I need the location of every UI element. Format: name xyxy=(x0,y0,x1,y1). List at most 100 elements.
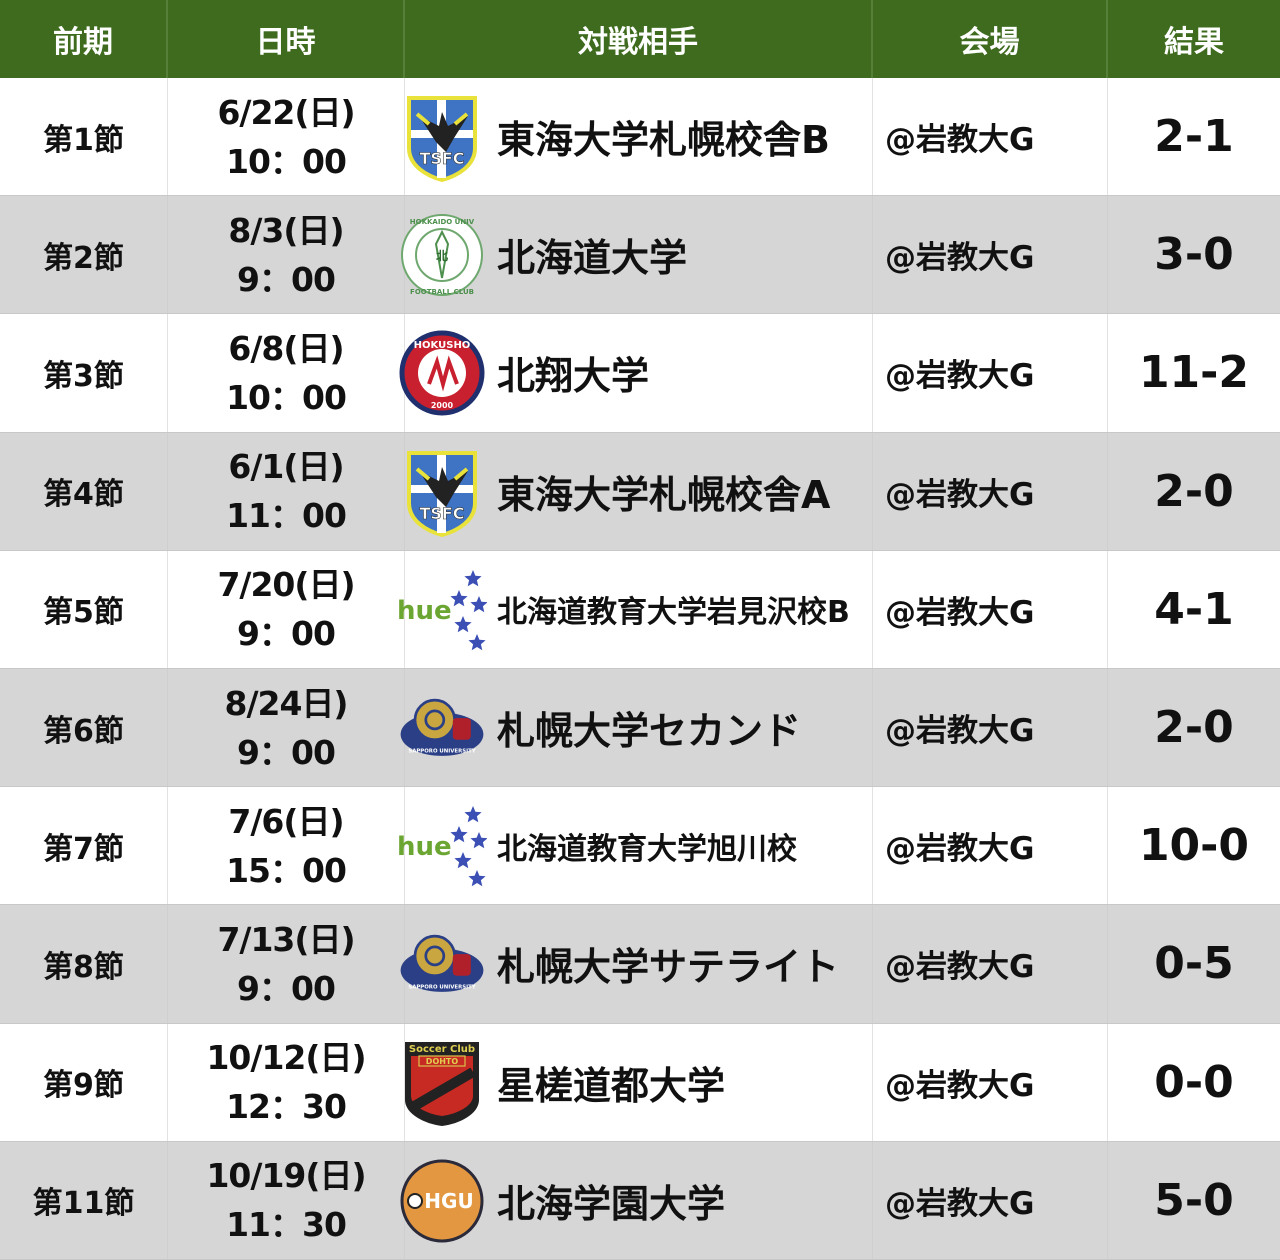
match-time: 10：00 xyxy=(226,141,347,181)
match-date: 8/3(日) xyxy=(228,210,344,250)
opponent-name: 北海学園大学 xyxy=(497,1181,726,1226)
opponent-name: 北海道大学 xyxy=(497,236,688,281)
round-cell: 第9節 xyxy=(0,1023,168,1141)
opponent-name: 東海大学札幌校舎B xyxy=(497,118,830,163)
venue-cell: @岩教大G xyxy=(873,1141,1108,1259)
match-table: 第1節 6/22(日) 10：00 TSFC 東海大学札幌校舎B @岩教大G 2… xyxy=(0,78,1280,1260)
venue-cell: @岩教大G xyxy=(873,668,1108,787)
round-cell: 第11節 xyxy=(0,1141,168,1259)
header-venue: 会場 xyxy=(873,0,1108,78)
opponent-cell: hue 北海道教育大学岩見沢校B xyxy=(397,550,873,668)
venue-cell: @岩教大G xyxy=(873,1023,1108,1141)
round-cell: 第6節 xyxy=(0,668,168,787)
round-cell: 第7節 xyxy=(0,787,168,905)
opponent-name: 札幌大学サテライト xyxy=(497,945,840,990)
svg-text:HOKKAIDO UNIV: HOKKAIDO UNIV xyxy=(410,218,475,226)
match-time: 11：30 xyxy=(226,1205,347,1245)
svg-text:Soccer Club: Soccer Club xyxy=(409,1044,475,1055)
match-time: 15：00 xyxy=(226,850,347,890)
svg-text:TSFC: TSFC xyxy=(419,504,464,523)
result-cell: 2-1 xyxy=(1154,111,1234,163)
hue-stars-logo-icon: hue xyxy=(397,801,487,891)
sapporo-ram-logo-icon: SAPPORO UNIVERSITY xyxy=(397,919,487,1009)
svg-text:SAPPORO UNIVERSITY: SAPPORO UNIVERSITY xyxy=(408,985,475,991)
table-row: 第9節 10/12(日) 12：30 Soccer Club DOHTO 星槎道都… xyxy=(0,1023,1280,1142)
datetime-cell: 10/12(日) 12：30 xyxy=(168,1023,405,1141)
opponent-name: 北海道教育大学旭川校 xyxy=(497,831,797,867)
svg-text:北: 北 xyxy=(436,248,448,263)
svg-text:2000: 2000 xyxy=(431,401,454,410)
venue-cell: @岩教大G xyxy=(873,550,1108,668)
opponent-name: 北翔大学 xyxy=(497,354,650,399)
round-cell: 第1節 xyxy=(0,78,168,196)
result-cell: 5-0 xyxy=(1154,1174,1234,1226)
match-date: 8/24日) xyxy=(224,683,348,723)
match-time: 12：30 xyxy=(226,1087,347,1127)
header-round: 前期 xyxy=(0,0,168,78)
svg-text:HGU: HGU xyxy=(424,1189,473,1213)
datetime-cell: 8/24日) 9：00 xyxy=(168,668,405,787)
match-date: 7/20(日) xyxy=(217,565,355,605)
opponent-cell: SAPPORO UNIVERSITY 札幌大学セカンド xyxy=(400,668,873,787)
match-date: 10/19(日) xyxy=(206,1156,366,1196)
table-header: 前期 日時 対戦相手 会場 結果 xyxy=(0,0,1280,78)
table-row: 第1節 6/22(日) 10：00 TSFC 東海大学札幌校舎B @岩教大G 2… xyxy=(0,78,1280,197)
table-row: 第5節 7/20(日) 9：00 hue 北海道教育大学岩見沢校B @岩教大G … xyxy=(0,550,1280,669)
venue-cell: @岩教大G xyxy=(873,78,1108,196)
round-cell: 第2節 xyxy=(0,196,168,314)
round-cell: 第3節 xyxy=(0,314,168,432)
datetime-cell: 6/1(日) 11：00 xyxy=(168,432,405,550)
svg-text:hue: hue xyxy=(397,596,452,626)
opponent-name: 北海道教育大学岩見沢校B xyxy=(497,595,850,631)
tsfc-shield-logo-icon: TSFC xyxy=(397,92,487,182)
svg-text:SAPPORO UNIVERSITY: SAPPORO UNIVERSITY xyxy=(408,748,475,754)
round-cell: 第5節 xyxy=(0,550,168,668)
match-time: 9：00 xyxy=(237,614,336,654)
venue-cell: @岩教大G xyxy=(873,787,1108,905)
result-cell: 10-0 xyxy=(1138,820,1250,872)
header-datetime: 日時 xyxy=(168,0,405,78)
header-opponent: 対戦相手 xyxy=(405,0,873,78)
match-date: 6/22(日) xyxy=(217,92,355,132)
venue-cell: @岩教大G xyxy=(873,905,1108,1023)
svg-text:HOKUSHO: HOKUSHO xyxy=(414,340,471,351)
opponent-cell: HGU 北海学園大学 xyxy=(400,1141,873,1259)
result-cell: 4-1 xyxy=(1154,583,1234,635)
table-row: 第3節 6/8(日) 10：00 HOKUSHO 2000 北翔大学 @岩教大G … xyxy=(0,314,1280,433)
opponent-cell: SAPPORO UNIVERSITY 札幌大学サテライト xyxy=(400,905,873,1023)
venue-cell: @岩教大G xyxy=(873,196,1108,314)
hokudai-emblem-logo-icon: 北 HOKKAIDO UNIV FOOTBALL CLUB xyxy=(397,210,487,300)
hokusho-emblem-logo-icon: HOKUSHO 2000 xyxy=(397,328,487,418)
svg-text:TSFC: TSFC xyxy=(419,149,464,168)
datetime-cell: 6/22(日) 10：00 xyxy=(168,78,405,196)
venue-cell: @岩教大G xyxy=(873,432,1108,550)
svg-text:DOHTO: DOHTO xyxy=(426,1057,459,1066)
match-time: 9：00 xyxy=(237,259,336,299)
match-date: 7/13(日) xyxy=(217,919,355,959)
match-time: 9：00 xyxy=(237,732,336,772)
table-row: 第7節 7/6(日) 15：00 hue 北海道教育大学旭川校 @岩教大G 10… xyxy=(0,787,1280,906)
tsfc-shield-logo-icon: TSFC xyxy=(397,447,487,537)
header-result: 結果 xyxy=(1164,25,1224,60)
svg-text:FOOTBALL CLUB: FOOTBALL CLUB xyxy=(410,288,474,296)
datetime-cell: 7/13(日) 9：00 xyxy=(168,905,405,1023)
svg-text:hue: hue xyxy=(397,832,452,862)
match-time: 11：00 xyxy=(226,496,347,536)
table-row: 第11節 10/19(日) 11：30 HGU 北海学園大学 @岩教大G 5-0 xyxy=(0,1141,1280,1260)
result-cell: 2-0 xyxy=(1154,702,1234,754)
match-date: 10/12(日) xyxy=(206,1038,366,1078)
round-cell: 第4節 xyxy=(0,432,168,550)
table-row: 第2節 8/3(日) 9：00 北 HOKKAIDO UNIV FOOTBALL C… xyxy=(0,196,1280,315)
table-row: 第6節 8/24日) 9：00 SAPPORO UNIVERSITY 札幌大学セ… xyxy=(0,668,1280,788)
hgu-circle-logo-icon: HGU xyxy=(397,1156,487,1246)
match-time: 10：00 xyxy=(226,377,347,417)
datetime-cell: 7/20(日) 9：00 xyxy=(168,550,405,668)
sapporo-ram-logo-icon: SAPPORO UNIVERSITY xyxy=(397,683,487,773)
venue-cell: @岩教大G xyxy=(873,314,1108,432)
result-cell: 0-5 xyxy=(1154,938,1234,990)
opponent-cell: TSFC 東海大学札幌校舎B xyxy=(405,78,873,196)
datetime-cell: 10/19(日) 11：30 xyxy=(168,1141,405,1259)
match-time: 9：00 xyxy=(237,968,336,1008)
result-cell: 11-2 xyxy=(1138,347,1250,399)
opponent-cell: Soccer Club DOHTO 星槎道都大学 xyxy=(405,1023,873,1141)
